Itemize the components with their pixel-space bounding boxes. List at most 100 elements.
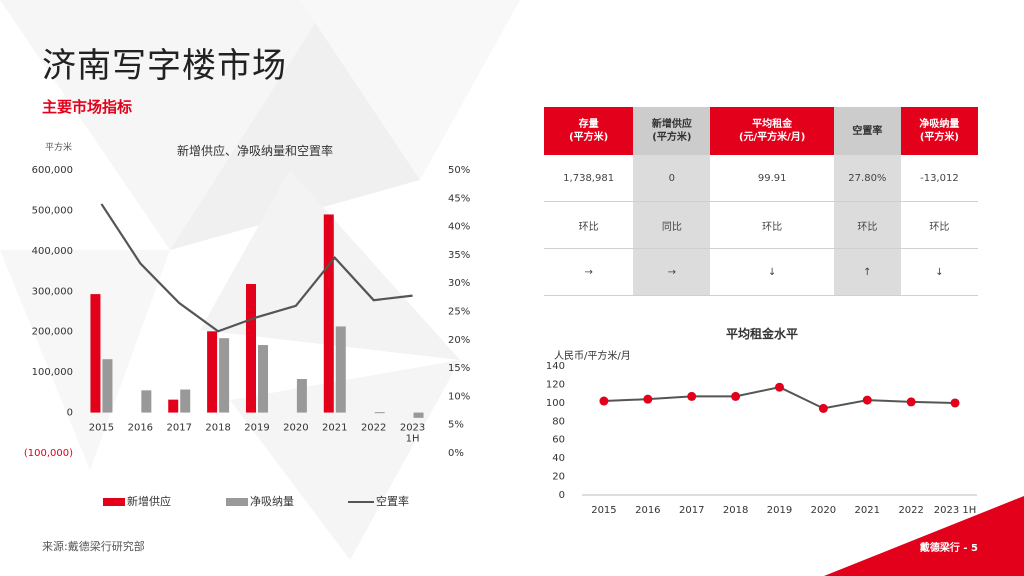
y-axis-label: 平方米 xyxy=(45,141,72,153)
bar-net-absorption xyxy=(102,359,113,413)
chart-title: 平均租金水平 xyxy=(726,326,798,341)
x-tick-label: 2020 xyxy=(283,423,308,434)
y-tick-label: 120 xyxy=(546,379,565,390)
x-tick-label: 2015 xyxy=(591,505,616,516)
x-tick-label: 2022 xyxy=(361,423,386,434)
y-tick-label: 0 xyxy=(559,490,565,501)
bar-new-supply xyxy=(246,284,256,413)
kpi-value: 27.80% xyxy=(833,155,901,202)
trend-arrow-icon: → xyxy=(633,248,711,296)
y-tick-label: 100,000 xyxy=(32,367,73,378)
rent-point xyxy=(862,395,872,405)
bar-new-supply xyxy=(207,331,218,413)
x-tick-label: 2021 xyxy=(322,423,347,434)
kpi-header-row: 存量 (平方米) 新增供应 (平方米) 平均租金 (元/平方米/月) 空置率 净吸纳量… xyxy=(544,107,978,155)
legend-net-absorption: 净吸纳量 xyxy=(226,493,294,509)
y-tick-label: 300,000 xyxy=(32,286,73,297)
kpi-comparison: 环比 xyxy=(710,201,834,249)
line-vacancy-rate xyxy=(100,203,413,333)
rent-point xyxy=(950,398,960,408)
bar-net-absorption xyxy=(296,379,307,413)
average-rent-chart: 平均租金水平 人民币/平方米/月 140 120 100 80 60 40 20 0 2015 2… xyxy=(546,326,977,516)
y-tick-label: 80 xyxy=(552,416,565,427)
bar-net-absorption xyxy=(335,326,346,413)
corner-decoration xyxy=(824,496,1024,576)
kpi-comparison: 同比 xyxy=(633,201,711,249)
y-tick-label: 20 xyxy=(552,472,565,483)
x-tick-label: 2018 xyxy=(205,423,230,434)
x-tick-label: 2019 xyxy=(244,423,269,434)
bar-new-supply xyxy=(168,399,179,413)
y-tick-label: 100 xyxy=(546,398,565,409)
x-tick-label: 2019 xyxy=(767,505,792,516)
trend-arrow-icon: ↓ xyxy=(900,248,978,296)
section-subtitle: 主要市场指标 xyxy=(42,98,133,116)
y2-tick-label: 5% xyxy=(448,420,464,431)
y-tick-label: 600,000 xyxy=(32,165,73,176)
page-number: 戴德梁行 - 5 xyxy=(919,543,978,554)
y-tick-label: 60 xyxy=(552,435,565,446)
x-tick-label: 1H xyxy=(406,434,420,445)
rent-point xyxy=(643,394,653,404)
kpi-header-net-absorption: 净吸纳量 (平方米) xyxy=(900,107,978,155)
bar-new-supply xyxy=(90,294,101,413)
x-tick-label: 2020 xyxy=(811,505,836,516)
x-tick-label: 2015 xyxy=(89,423,114,434)
x-tick-label: 2023 1H xyxy=(934,505,977,516)
page-title: 济南写字楼市场 xyxy=(42,46,287,86)
rent-point xyxy=(731,391,741,401)
kpi-value: 99.91 xyxy=(710,155,834,202)
trend-arrow-icon: ↓ xyxy=(710,248,834,296)
kpi-comparison-row: 环比 同比 环比 环比 环比 xyxy=(544,201,978,249)
y-tick-label: (100,000) xyxy=(24,448,73,459)
bar-net-absorption xyxy=(219,338,230,413)
legend-swatch xyxy=(226,498,248,506)
x-tick-label: 2016 xyxy=(128,423,153,434)
y2-tick-label: 20% xyxy=(448,335,470,346)
trend-arrow-icon: → xyxy=(544,248,634,296)
legend-swatch xyxy=(103,498,125,506)
kpi-header-new-supply: 新增供应 (平方米) xyxy=(633,107,711,155)
y2-tick-label: 10% xyxy=(448,391,470,402)
bar-net-absorption xyxy=(258,345,268,413)
y-tick-label: 400,000 xyxy=(32,246,73,257)
source-note: 来源:戴德梁行研究部 xyxy=(42,540,145,553)
x-tick-label: 2017 xyxy=(166,423,191,434)
bar-new-supply xyxy=(323,214,334,413)
trend-arrow-icon: ↑ xyxy=(833,248,901,296)
kpi-header-vacancy: 空置率 xyxy=(833,107,901,155)
legend-vacancy-rate: 空置率 xyxy=(348,493,409,509)
kpi-value-row: 1,738,981 0 99.91 27.80% -13,012 xyxy=(544,155,978,202)
kpi-comparison: 环比 xyxy=(833,201,901,249)
kpi-header-stock: 存量 (平方米) xyxy=(544,107,634,155)
y-tick-label: 500,000 xyxy=(32,205,73,216)
rent-point xyxy=(906,397,916,407)
y-tick-label: 140 xyxy=(546,361,565,372)
kpi-trend-row: → → ↓ ↑ ↓ xyxy=(544,248,978,296)
bar-net-absorption xyxy=(374,412,385,414)
y2-tick-label: 30% xyxy=(448,278,470,289)
supply-absorption-vacancy-chart: 新增供应、净吸纳量和空置率 平方米 600,000 500,000 400,000 3… xyxy=(24,141,470,459)
y-tick-label: 40 xyxy=(552,453,565,464)
y2-tick-label: 25% xyxy=(448,307,470,318)
y2-tick-label: 50% xyxy=(448,165,470,176)
y2-tick-label: 0% xyxy=(448,448,464,459)
x-tick-label: 2023 xyxy=(400,423,425,434)
kpi-value: 0 xyxy=(633,155,711,202)
rent-point xyxy=(775,382,784,392)
kpi-comparison: 环比 xyxy=(900,201,978,249)
rent-point xyxy=(818,403,828,413)
rent-point xyxy=(599,396,609,406)
rent-point xyxy=(687,391,697,401)
kpi-comparison: 环比 xyxy=(544,201,634,249)
y-tick-label: 0 xyxy=(67,408,73,419)
legend-line xyxy=(348,501,374,503)
bar-net-absorption xyxy=(413,412,424,418)
x-tick-label: 2018 xyxy=(723,505,748,516)
x-tick-label: 2016 xyxy=(635,505,660,516)
y2-tick-label: 45% xyxy=(448,193,470,204)
x-tick-label: 2017 xyxy=(679,505,704,516)
bar-net-absorption xyxy=(141,390,152,413)
kpi-header-avg-rent: 平均租金 (元/平方米/月) xyxy=(710,107,834,155)
y-axis-label: 人民币/平方米/月 xyxy=(554,349,631,362)
